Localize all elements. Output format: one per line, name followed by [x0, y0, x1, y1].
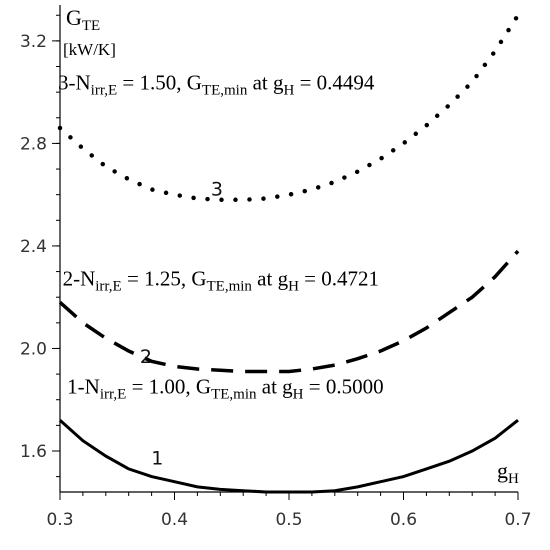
- y-tick-label-1: 2.0: [20, 339, 47, 359]
- series-3-line: [57, 13, 521, 203]
- y-tick-label-4: 3.2: [20, 32, 47, 52]
- axes: 0.3 0.4 0.5 0.6 0.7 1.6 2.0 2.4 2.8 3.2 GTE [kW/K] g…: [20, 5, 532, 530]
- y-tick-label-2: 2.4: [20, 237, 47, 257]
- x-axis-title-base: g: [497, 458, 508, 483]
- annotation-part: = 0.4494: [294, 71, 375, 95]
- y-tick-label-0: 1.6: [20, 442, 47, 462]
- x-tick-label-4: 0.7: [504, 510, 531, 530]
- y-axis-title: GTE: [66, 5, 100, 34]
- annotation-sub: irr,E: [100, 386, 126, 402]
- annotation-sub: TE,min: [211, 386, 257, 402]
- curve-label-2: 2: [140, 346, 152, 368]
- annotation-part: = 1.25, G: [122, 267, 207, 291]
- annotation-part: = 0.5000: [304, 374, 384, 398]
- x-tick-label-3: 0.6: [390, 510, 417, 530]
- annotation-part: at g: [257, 374, 294, 398]
- annotation-part: at g: [247, 71, 284, 95]
- annotation-2: 2-Nirr,E = 1.25, GTE,min at gH = 0.4721: [63, 267, 379, 295]
- annotation-sub: H: [284, 83, 295, 99]
- y-axis-title-sub: TE: [82, 18, 100, 34]
- annotation-part: = 1.50, G: [117, 71, 202, 95]
- annotation-sub: irr,E: [95, 279, 121, 295]
- annotation-part: 2-N: [63, 267, 96, 291]
- annotation-part: 3-N: [58, 71, 91, 95]
- curve-label-1: 1: [151, 447, 163, 469]
- annotation-sub: TE,min: [202, 83, 248, 99]
- annotation-sub: H: [293, 386, 304, 402]
- annotation-part: = 0.4721: [299, 267, 379, 291]
- annotation-part: at g: [252, 267, 289, 291]
- annotation-part: = 1.00, G: [126, 374, 211, 398]
- annotation-sub: irr,E: [91, 83, 117, 99]
- annotation-sub: TE,min: [207, 279, 253, 295]
- series-2-line: [58, 249, 520, 374]
- x-axis-title: gH: [497, 458, 519, 487]
- annotation-part: 1-N: [67, 374, 100, 398]
- curves: [57, 13, 521, 494]
- x-tick-label-1: 0.4: [161, 510, 188, 530]
- annotation-sub: H: [288, 279, 299, 295]
- x-tick-label-2: 0.5: [275, 510, 302, 530]
- x-tick-label-0: 0.3: [46, 510, 73, 530]
- y-axis-unit: [kW/K]: [63, 40, 116, 59]
- curve-label-3: 3: [211, 178, 223, 200]
- y-axis-title-base: G: [66, 5, 82, 30]
- y-tick-label-3: 2.8: [20, 134, 47, 154]
- series-1-line: [58, 419, 519, 494]
- x-axis-title-sub: H: [508, 471, 519, 487]
- annotation-1: 1-Nirr,E = 1.00, GTE,min at gH = 0.5000: [67, 374, 383, 402]
- annotation-3: 3-Nirr,E = 1.50, GTE,min at gH = 0.4494: [58, 71, 375, 99]
